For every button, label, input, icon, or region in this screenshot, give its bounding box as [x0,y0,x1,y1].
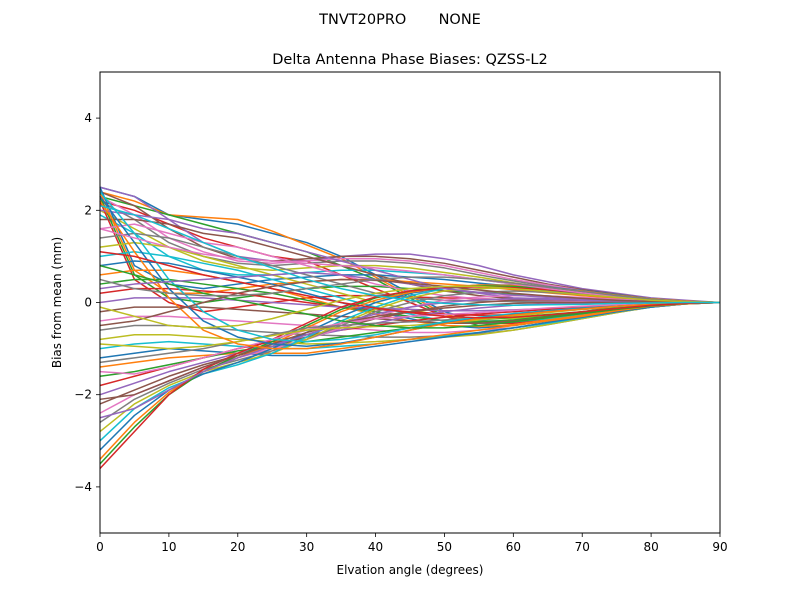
x-tick-label: 90 [712,540,727,554]
x-tick-label: 50 [437,540,452,554]
y-axis-label: Bias from mean (mm) [50,237,64,368]
series-line [99,264,721,329]
x-tick-label: 10 [161,540,176,554]
x-tick-label: 0 [96,540,104,554]
series-line [99,301,720,401]
y-tick-label: 2 [84,203,92,217]
series-line [99,301,721,375]
series-line [99,301,721,368]
y-tick-label: −4 [74,480,92,494]
x-tick-label: 80 [643,540,658,554]
x-tick-label: 30 [299,540,314,554]
series-line [99,228,721,304]
figure-suptitle: TNVT20PRO NONE [318,12,481,28]
x-axis-label: Elvation angle (degrees) [337,563,484,577]
series-line [99,301,721,359]
y-tick-label: 0 [84,296,92,310]
x-tick-label: 20 [230,540,245,554]
axis-ticks: 0 10 20 30 40 50 60 70 80 90 −4 −2 0 2 4 [74,111,727,554]
y-tick-label: 4 [84,111,92,125]
plot-frame [99,71,721,534]
series-line [99,276,721,304]
x-tick-label: 60 [506,540,521,554]
x-tick-label: 40 [368,540,383,554]
series-line [99,200,721,350]
chart-title: Delta Antenna Phase Biases: QZSS-L2 [272,52,547,68]
series-line [99,285,721,329]
series-layer [99,186,721,469]
series-line [99,204,720,307]
x-tick-label: 70 [575,540,590,554]
series-line [99,278,721,327]
y-tick-label: −2 [74,388,92,402]
series-line [99,251,721,319]
